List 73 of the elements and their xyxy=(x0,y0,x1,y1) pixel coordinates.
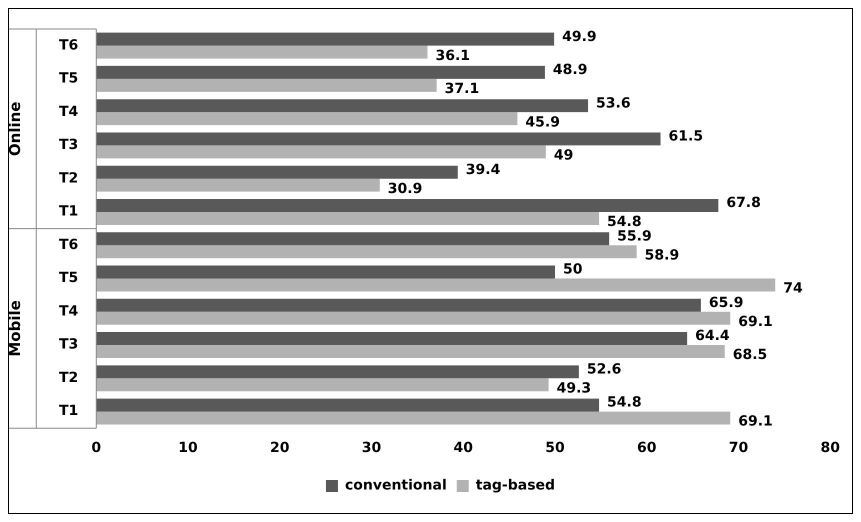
bar xyxy=(96,398,600,412)
x-tick-label: 10 xyxy=(178,440,198,456)
bar xyxy=(96,112,518,126)
data-label: 53.6 xyxy=(596,95,631,112)
x-tick-label: 50 xyxy=(545,440,566,456)
data-label: 54.8 xyxy=(607,394,642,411)
data-label: 37.1 xyxy=(444,81,480,98)
data-label: 45.9 xyxy=(525,114,560,130)
y-tick-label: T6 xyxy=(58,236,78,253)
y-tick-label: T1 xyxy=(58,204,78,220)
legend-label: conventional xyxy=(344,478,447,494)
bar xyxy=(96,99,588,112)
data-label: 65.9 xyxy=(708,294,744,311)
data-label: 74 xyxy=(783,280,803,297)
bar xyxy=(96,232,610,246)
bar xyxy=(96,178,380,192)
bar xyxy=(96,132,661,146)
data-label: 69.1 xyxy=(738,414,773,430)
x-tick-label: 20 xyxy=(270,440,290,456)
x-tick-label: 80 xyxy=(820,440,840,456)
data-label: 64.4 xyxy=(695,328,730,344)
data-label: 68.5 xyxy=(732,347,768,364)
data-label: 48.9 xyxy=(552,62,588,78)
bar xyxy=(96,278,776,292)
text: Online xyxy=(6,102,24,156)
bar xyxy=(96,212,600,225)
y-tick-label: T4 xyxy=(58,104,79,120)
bar xyxy=(96,166,458,179)
y-tick-label: T2 xyxy=(58,370,78,386)
bar xyxy=(96,365,579,378)
x-tick-label: 0 xyxy=(91,440,102,456)
bar xyxy=(96,198,718,212)
y-tick-label: T5 xyxy=(58,270,78,286)
bar xyxy=(96,345,725,358)
y-tick-label: T4 xyxy=(58,303,79,320)
data-label: 36.1 xyxy=(435,48,470,64)
data-label: 61.5 xyxy=(668,128,704,145)
data-label: 39.4 xyxy=(466,162,501,178)
bar xyxy=(96,332,688,346)
bar xyxy=(96,298,701,312)
data-label: 54.8 xyxy=(607,214,642,230)
bar xyxy=(96,78,437,92)
data-label: 52.6 xyxy=(586,361,622,378)
y-tick-label: T1 xyxy=(58,403,78,420)
data-label: 49.3 xyxy=(556,380,592,396)
bar xyxy=(96,266,556,278)
x-tick-label: 70 xyxy=(728,440,749,456)
data-label: 30.9 xyxy=(388,180,422,197)
bar xyxy=(96,46,428,59)
data-label: 50 xyxy=(563,262,583,278)
data-label: 69.1 xyxy=(738,314,773,330)
bar xyxy=(96,32,554,46)
bar xyxy=(96,312,730,325)
data-label: 67.8 xyxy=(726,195,761,212)
y-tick-label: T2 xyxy=(58,170,78,186)
x-tick-label: 30 xyxy=(362,440,382,456)
text: Mobile xyxy=(6,300,24,357)
x-tick-label: 60 xyxy=(637,440,657,456)
bar xyxy=(96,245,637,258)
data-label: 49 xyxy=(554,148,574,164)
bar xyxy=(96,145,546,158)
bar xyxy=(96,412,730,425)
y-tick-label: T3 xyxy=(58,336,78,353)
data-label: 58.9 xyxy=(644,247,680,264)
y-tick-label: T5 xyxy=(58,70,78,87)
y-tick-label: T3 xyxy=(58,137,78,154)
bar xyxy=(96,66,545,79)
data-label: 55.9 xyxy=(617,228,652,244)
y-tick-label: T6 xyxy=(58,37,78,54)
legend-label: tag-based xyxy=(476,478,556,494)
data-label: 49.9 xyxy=(562,28,597,45)
bar xyxy=(96,378,549,392)
x-tick-label: 40 xyxy=(454,440,474,456)
